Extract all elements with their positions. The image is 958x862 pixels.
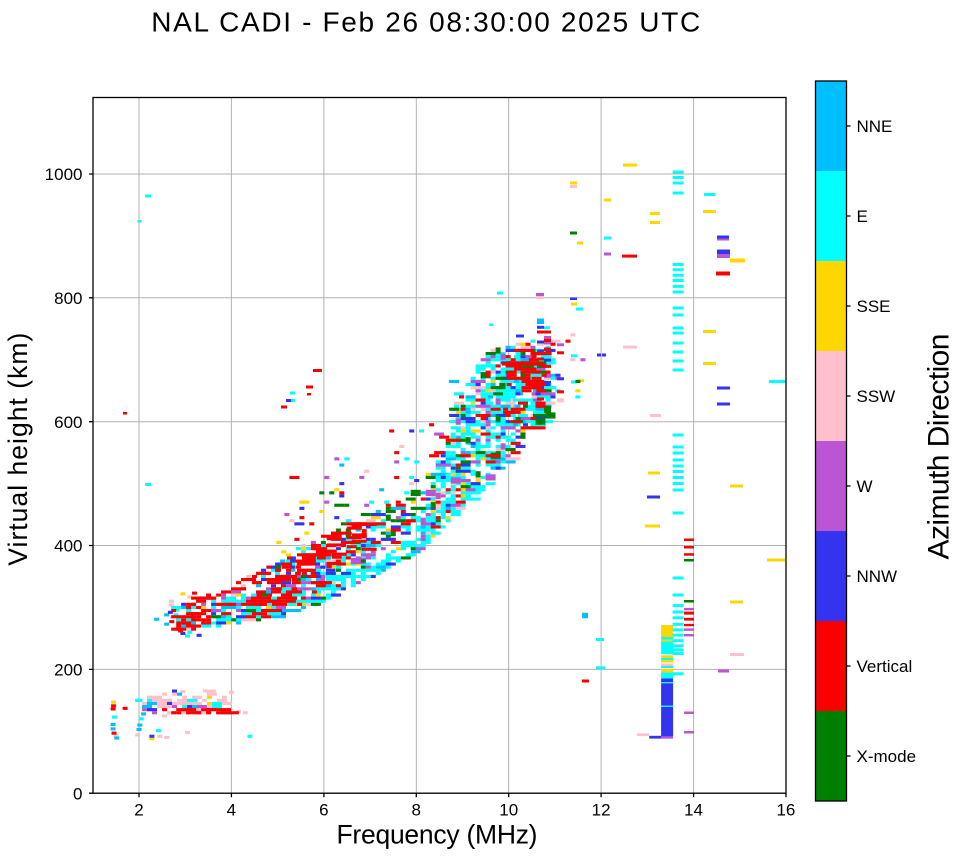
svg-text:X-mode: X-mode [857, 747, 917, 766]
svg-text:E: E [857, 207, 868, 226]
svg-text:NNW: NNW [857, 567, 898, 586]
svg-text:6: 6 [319, 801, 328, 820]
svg-text:12: 12 [592, 801, 611, 820]
svg-text:W: W [857, 477, 873, 496]
svg-text:800: 800 [54, 289, 82, 308]
svg-text:Vertical: Vertical [857, 657, 913, 676]
svg-text:200: 200 [54, 661, 82, 680]
svg-text:600: 600 [54, 413, 82, 432]
svg-text:0: 0 [73, 784, 82, 803]
svg-text:NAL CADI - Feb 26 08:30:00 202: NAL CADI - Feb 26 08:30:00 2025 UTC [151, 6, 700, 37]
svg-text:NNE: NNE [857, 117, 893, 136]
svg-text:SSW: SSW [857, 387, 896, 406]
svg-text:SSE: SSE [857, 297, 891, 316]
svg-text:Azimuth Direction: Azimuth Direction [923, 334, 956, 560]
svg-text:10: 10 [499, 801, 518, 820]
svg-text:Virtual height (km): Virtual height (km) [3, 333, 33, 566]
svg-text:4: 4 [227, 801, 236, 820]
svg-text:8: 8 [411, 801, 420, 820]
svg-text:1000: 1000 [45, 165, 83, 184]
svg-text:2: 2 [134, 801, 143, 820]
svg-text:16: 16 [776, 801, 795, 820]
svg-text:400: 400 [54, 537, 82, 556]
svg-text:Frequency (MHz): Frequency (MHz) [337, 820, 538, 850]
svg-text:14: 14 [684, 801, 703, 820]
